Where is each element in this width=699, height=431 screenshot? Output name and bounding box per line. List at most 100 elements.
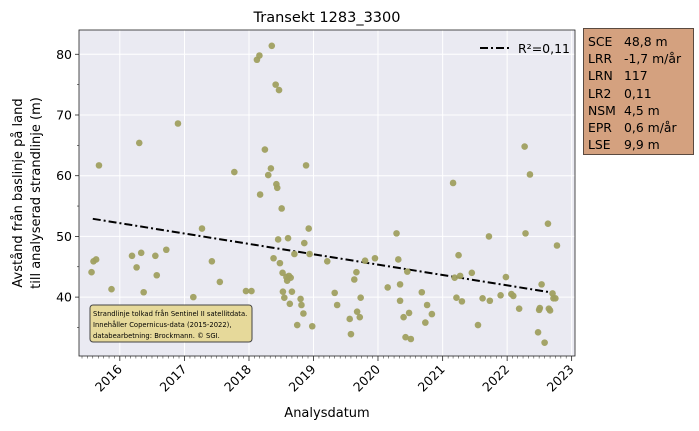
data-point [449,179,457,187]
data-point [453,294,460,302]
stats-row-epr: EPR 0,6 m/år [588,119,693,136]
grid [79,30,575,356]
stats-box: SCE 48,8 m LRR -1,7 m/år LRN 117 LR2 0,11 NS… [583,28,694,155]
data-point [261,146,269,153]
data-point [264,171,272,179]
data-point [404,268,411,275]
y-tick-label: 60 [56,168,72,183]
data-point [541,339,548,346]
attribution-line-2: Innehåller Copernicus-data (2015-2022), [93,320,231,329]
data-point [357,294,364,302]
data-point [458,298,466,305]
data-point [128,252,136,260]
stats-value: 9,9 m [624,137,660,153]
stats-row-sce: SCE 48,8 m [588,33,693,50]
stats-value: 4,5 m [624,102,660,118]
data-point [291,250,298,258]
data-point [92,256,100,263]
data-point [95,162,103,169]
y-tick-label: 50 [56,229,72,244]
data-point [198,225,206,232]
points-layer [88,42,561,346]
data-point [361,257,369,264]
data-point [521,143,528,150]
stats-value: 48,8 m [624,34,668,49]
data-point [308,322,316,330]
data-point [256,52,263,59]
stats-row-lrr: LRR -1,7 m/år [588,50,693,67]
data-point [276,259,284,267]
data-point [522,230,529,237]
data-point [371,254,379,262]
attribution-box: Strandlinje tolkad från Sentinel II sate… [89,304,253,343]
data-point [208,257,216,265]
data-point [534,329,542,336]
data-point [546,307,554,314]
data-point [153,271,161,279]
data-point [288,288,296,295]
stats-key: LSE [588,137,611,153]
data-point [402,333,409,341]
data-point [323,257,331,265]
stats-key: SCE [588,34,613,49]
data-point [300,239,308,247]
stats-row-lr2: LR2 0,11 [588,85,693,102]
data-point [267,165,275,172]
data-point [300,310,307,317]
data-point [451,274,458,281]
data-point [351,276,358,283]
data-point [423,301,431,309]
stats-row-lse: LSE 9,9 m [588,136,693,153]
stats-row-lrn: LRN 117 [588,67,693,84]
data-point [273,184,281,192]
stats-key: LRR [588,51,613,67]
data-point [133,264,140,271]
data-point [286,300,294,308]
data-point [140,288,147,296]
data-point [270,254,277,262]
data-point [281,294,288,302]
data-point [298,301,305,309]
data-point [422,319,429,326]
stats-row-nsm: NSM 4,5 m [588,102,693,119]
data-point [353,308,361,315]
data-point [272,81,279,88]
data-point [279,288,287,295]
attribution-background [89,304,253,343]
data-point [216,278,224,286]
stats-key: LR2 [588,85,612,101]
data-point [333,301,341,309]
stats-value: -1,7 m/år [624,51,682,67]
plot-frame [78,29,576,357]
data-point [485,233,493,240]
data-point [108,285,115,293]
data-point [231,168,238,176]
stats-key: EPR [588,120,612,136]
data-point [135,139,143,147]
data-point [275,86,283,94]
data-point [242,287,250,295]
attribution-line-3: databearbetning: Brockmann. © SGI. [93,332,220,340]
data-point [428,310,436,318]
data-point [347,330,355,338]
y-axis-label-line-2: till analyserad strandlinje (m) [29,97,44,289]
data-point [306,250,313,258]
stats-value: 0,6 m/år [624,120,677,136]
stats-key: NSM [588,102,616,118]
data-point [279,269,286,277]
data-point [346,315,354,323]
data-point [474,321,482,329]
trend-layer [92,217,551,294]
data-point [284,234,292,242]
data-point [486,297,494,305]
data-point [396,281,404,288]
y-tick-label: 70 [56,107,72,122]
data-point [418,288,426,296]
data-point [407,335,415,343]
data-point [174,120,182,127]
data-point [536,304,544,312]
attribution-line-1: Strandlinje tolkad från Sentinel II sate… [93,309,247,318]
data-point [405,309,413,317]
data-point [190,293,197,301]
